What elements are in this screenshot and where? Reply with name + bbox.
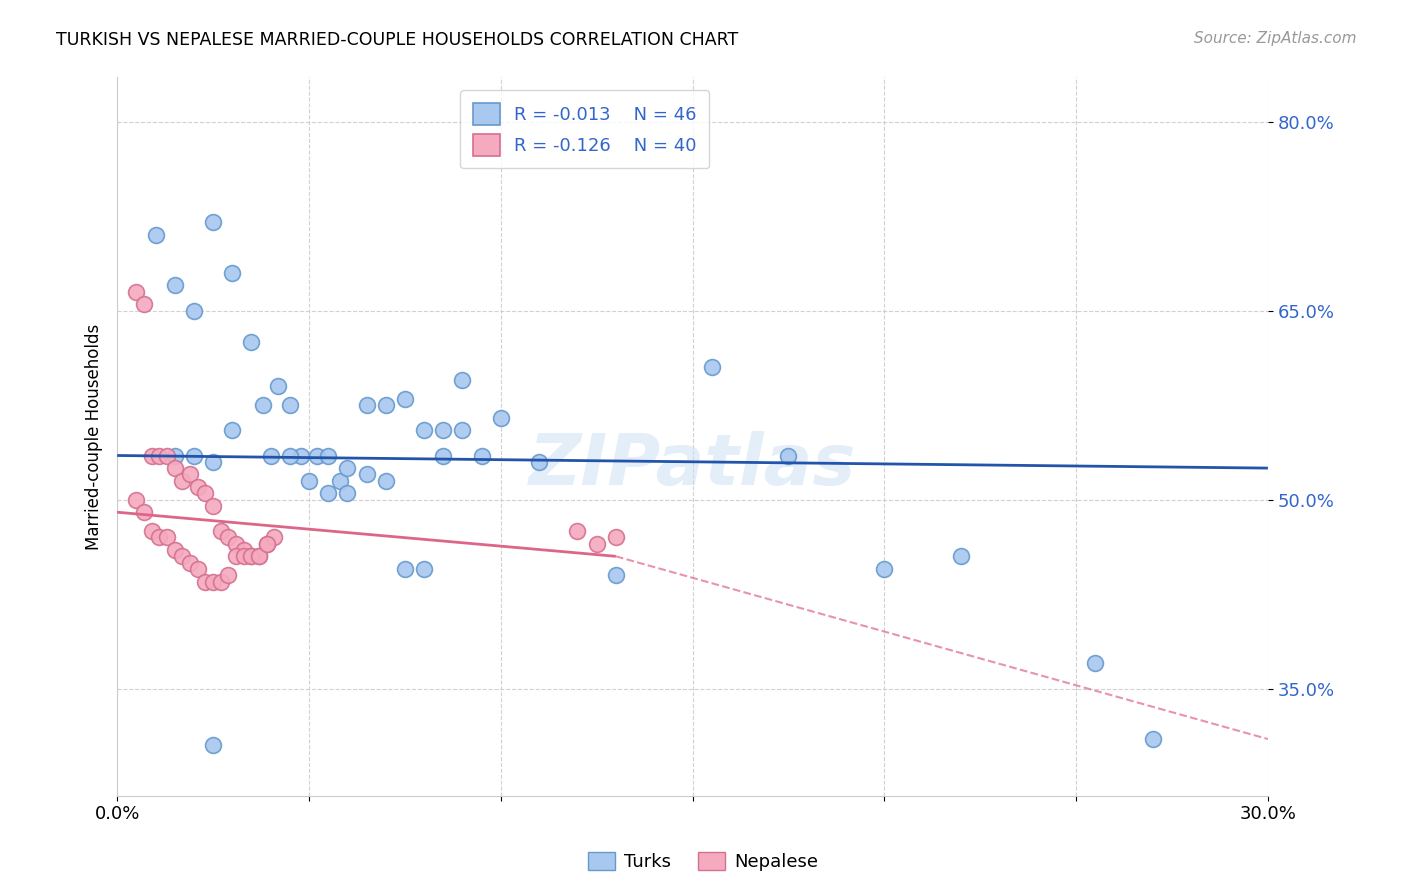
Point [125, 492, 148, 507]
Point [194, 486, 217, 500]
Point [194, 574, 217, 589]
Text: Source: ZipAtlas.com: Source: ZipAtlas.com [1194, 31, 1357, 46]
Point [394, 562, 416, 576]
Point [209, 524, 232, 538]
Point [163, 543, 186, 558]
Point [950, 549, 973, 564]
Point [305, 449, 328, 463]
Point [132, 297, 155, 311]
Point [125, 285, 148, 299]
Point [873, 562, 896, 576]
Point [700, 360, 723, 375]
Y-axis label: Married-couple Households: Married-couple Households [86, 324, 103, 549]
Point [374, 474, 396, 488]
Point [778, 449, 800, 463]
Point [471, 449, 494, 463]
Point [567, 524, 589, 538]
Point [132, 505, 155, 519]
Point [263, 530, 285, 544]
Point [247, 549, 270, 564]
Point [605, 530, 627, 544]
Point [298, 474, 321, 488]
Point [202, 739, 225, 753]
Point [240, 549, 263, 564]
Point [141, 524, 163, 538]
Point [148, 449, 170, 463]
Point [179, 467, 201, 482]
Point [278, 449, 301, 463]
Point [356, 467, 378, 482]
Point [432, 449, 454, 463]
Point [527, 455, 550, 469]
Legend: R = -0.013    N = 46, R = -0.126    N = 40: R = -0.013 N = 46, R = -0.126 N = 40 [460, 90, 709, 169]
Point [187, 480, 209, 494]
Point [240, 549, 263, 564]
Point [256, 537, 278, 551]
Point [413, 562, 436, 576]
Point [156, 530, 179, 544]
Point [336, 486, 359, 500]
Point [202, 215, 225, 229]
Point [183, 449, 205, 463]
Point [183, 303, 205, 318]
Point [209, 574, 232, 589]
Point [267, 379, 290, 393]
Point [163, 461, 186, 475]
Point [451, 423, 474, 437]
Point [394, 392, 416, 406]
Point [259, 449, 281, 463]
Point [336, 461, 359, 475]
Point [451, 373, 474, 387]
Point [256, 537, 278, 551]
Point [413, 423, 436, 437]
Point [221, 266, 243, 280]
Text: ZIPatlas: ZIPatlas [529, 431, 856, 500]
Point [202, 499, 225, 513]
Point [187, 562, 209, 576]
Point [232, 549, 254, 564]
Point [232, 543, 254, 558]
Point [585, 537, 607, 551]
Point [329, 474, 352, 488]
Point [145, 227, 167, 242]
Point [252, 398, 274, 412]
Point [141, 449, 163, 463]
Point [1142, 732, 1164, 747]
Point [172, 549, 194, 564]
Point [316, 486, 339, 500]
Point [225, 537, 247, 551]
Legend: Turks, Nepalese: Turks, Nepalese [581, 845, 825, 879]
Point [163, 449, 186, 463]
Point [489, 410, 512, 425]
Point [172, 474, 194, 488]
Point [316, 449, 339, 463]
Point [148, 530, 170, 544]
Point [247, 549, 270, 564]
Point [202, 574, 225, 589]
Point [278, 398, 301, 412]
Point [374, 398, 396, 412]
Point [290, 449, 312, 463]
Point [1084, 657, 1107, 671]
Point [240, 335, 263, 350]
Point [356, 398, 378, 412]
Point [156, 449, 179, 463]
Text: TURKISH VS NEPALESE MARRIED-COUPLE HOUSEHOLDS CORRELATION CHART: TURKISH VS NEPALESE MARRIED-COUPLE HOUSE… [56, 31, 738, 49]
Point [217, 568, 239, 582]
Point [179, 556, 201, 570]
Point [605, 568, 627, 582]
Point [163, 278, 186, 293]
Point [217, 530, 239, 544]
Point [202, 455, 225, 469]
Point [221, 423, 243, 437]
Point [225, 549, 247, 564]
Point [432, 423, 454, 437]
